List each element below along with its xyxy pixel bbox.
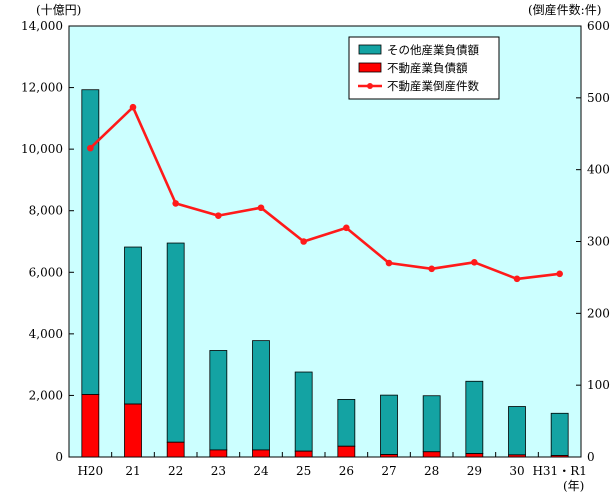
count-point-11 xyxy=(556,270,563,278)
x-tick-label-0: H20 xyxy=(77,464,103,478)
right-tick-label-6: 600 xyxy=(587,19,610,33)
bar-realestate-1 xyxy=(124,403,142,458)
right-unit-label: (倒産件数:件) xyxy=(528,2,601,17)
bar-realestate-11 xyxy=(550,455,569,458)
legend-label-count: 不動産業倒産件数 xyxy=(387,79,479,93)
count-point-4 xyxy=(257,204,265,212)
bar-realestate-0 xyxy=(81,394,100,458)
bar-other-5 xyxy=(294,371,313,452)
bar-realestate-7 xyxy=(380,454,398,458)
bar-other-6 xyxy=(337,399,356,447)
bar-realestate-3 xyxy=(209,449,228,458)
right-tick-label-1: 100 xyxy=(587,378,610,392)
x-tick-label-1: 21 xyxy=(125,464,140,478)
legend-swatch-realestate xyxy=(358,62,382,73)
bar-realestate-2 xyxy=(166,441,185,458)
right-axis: 0 100 200 300 400 500 600 xyxy=(576,19,610,464)
bar-other-9 xyxy=(465,380,484,455)
bar-realestate-5 xyxy=(294,450,313,458)
count-point-5 xyxy=(300,238,307,245)
x-axis: H20 21 22 23 24 25 26 27 28 29 30 H31・R1 xyxy=(77,452,587,478)
x-unit-label: (年) xyxy=(563,479,584,493)
right-tick-label-5: 500 xyxy=(587,91,610,105)
x-tick-label-4: 24 xyxy=(253,464,269,478)
bar-other-0 xyxy=(81,89,100,395)
left-tick-label-4: 8,000 xyxy=(29,204,63,218)
legend-label-realestate: 不動産業負債額 xyxy=(387,61,468,75)
bar-other-7 xyxy=(380,394,398,455)
bar-realestate-9 xyxy=(465,453,484,458)
right-tick-label-0: 0 xyxy=(587,450,595,464)
x-tick-label-8: 28 xyxy=(424,464,439,478)
count-point-0 xyxy=(87,144,94,152)
left-tick-label-3: 6,000 xyxy=(29,265,63,279)
plot-area xyxy=(68,25,582,458)
bar-other-4 xyxy=(252,340,270,451)
count-point-7 xyxy=(385,259,393,267)
left-tick-label-2: 4,000 xyxy=(29,327,63,341)
bar-realestate-10 xyxy=(508,454,526,458)
bar-other-3 xyxy=(209,350,228,451)
bar-realestate-8 xyxy=(422,451,441,458)
legend-swatch-other xyxy=(358,44,382,55)
left-tick-label-1: 2,000 xyxy=(29,388,63,402)
x-tick-label-9: 29 xyxy=(467,464,482,478)
count-line xyxy=(89,105,560,281)
count-point-6 xyxy=(343,224,350,232)
count-point-9 xyxy=(471,259,478,266)
legend: その他産業負債額 不動産業負債額 不動産業倒産件数 xyxy=(348,36,500,100)
x-tick-label-10: 30 xyxy=(509,464,524,478)
right-tick-label-2: 200 xyxy=(587,306,610,320)
bar-other-10 xyxy=(508,406,526,456)
count-point-3 xyxy=(215,212,222,219)
x-tick-label-5: 25 xyxy=(296,464,311,478)
bar-realestate-4 xyxy=(252,449,270,458)
left-unit-label: (十億円) xyxy=(36,3,81,17)
left-tick-label-0: 0 xyxy=(55,450,63,464)
legend-line-marker xyxy=(367,83,373,89)
right-tick-label-3: 300 xyxy=(587,235,610,249)
left-axis: 0 2,000 4,000 6,000 8,000 10,000 12,000 14,000 xyxy=(21,19,74,464)
bars-group xyxy=(81,89,569,458)
left-tick-label-5: 10,000 xyxy=(21,142,63,156)
x-tick-label-7: 27 xyxy=(381,464,396,478)
bar-other-8 xyxy=(422,395,441,453)
x-tick-label-3: 23 xyxy=(211,464,226,478)
right-tick-label-4: 400 xyxy=(587,163,610,177)
legend-label-other: その他産業負債額 xyxy=(387,43,479,57)
count-point-10 xyxy=(513,275,521,283)
x-tick-label-6: 26 xyxy=(339,464,354,478)
x-tick-label-2: 22 xyxy=(168,464,183,478)
left-tick-label-7: 14,000 xyxy=(21,19,63,33)
count-point-1 xyxy=(129,103,137,111)
count-point-8 xyxy=(428,265,435,273)
bar-realestate-6 xyxy=(337,445,356,458)
bar-other-2 xyxy=(166,242,185,443)
line-series-group xyxy=(87,103,563,283)
bar-other-11 xyxy=(550,412,569,456)
bar-other-1 xyxy=(124,246,142,405)
count-point-2 xyxy=(172,200,179,207)
left-tick-label-6: 12,000 xyxy=(21,81,63,95)
x-tick-label-11: H31・R1 xyxy=(532,464,586,478)
